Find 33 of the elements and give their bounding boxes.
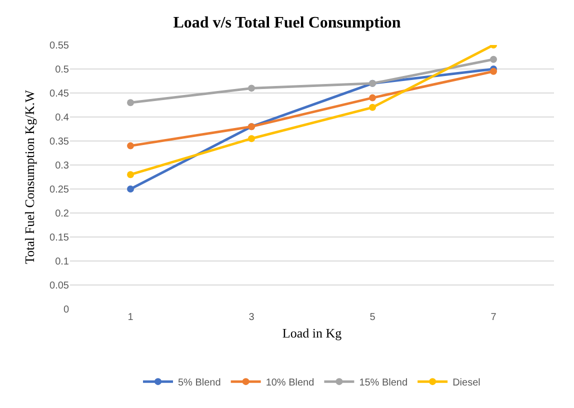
y-tick-label: 0.55 xyxy=(50,40,70,52)
point xyxy=(248,135,255,142)
y-tick-label: 0.45 xyxy=(50,88,70,100)
point xyxy=(248,84,255,92)
point xyxy=(127,171,134,178)
y-tick-label: 0.35 xyxy=(50,136,70,148)
y-tick-label: 0 xyxy=(63,304,70,316)
y-tick-label: 0.3 xyxy=(55,160,70,172)
point xyxy=(369,94,376,102)
point xyxy=(490,56,497,63)
legend-label: 10% Blend xyxy=(266,377,314,388)
point xyxy=(127,186,134,192)
legend-label: 15% Blend xyxy=(359,377,408,388)
y-axis-title: Total Fuel Consumption Kg/K.W xyxy=(22,89,37,264)
x-tick-label: 5 xyxy=(370,312,376,323)
point xyxy=(490,68,497,75)
point xyxy=(369,104,376,111)
y-tick-label: 0.5 xyxy=(55,64,70,76)
y-tick-label: 0.15 xyxy=(50,232,70,244)
chart-title: Load v/s Total Fuel Consumption xyxy=(173,14,401,32)
x-tick-label: 7 xyxy=(490,312,497,323)
y-tick-label: 0.4 xyxy=(55,112,70,124)
point xyxy=(127,99,134,106)
x-tick-label: 3 xyxy=(248,312,255,323)
legend-label: 5% Blend xyxy=(178,377,221,388)
legend-label: Diesel xyxy=(452,377,480,388)
x-tick-label: 1 xyxy=(128,312,134,323)
y-tick-label: 0.25 xyxy=(50,184,70,196)
y-tick-label: 0.2 xyxy=(55,208,70,220)
x-axis-title: Load in Kg xyxy=(282,326,342,341)
y-tick-label: 0.1 xyxy=(55,256,70,268)
y-tick-label: 0.05 xyxy=(50,280,70,292)
point xyxy=(127,142,134,150)
